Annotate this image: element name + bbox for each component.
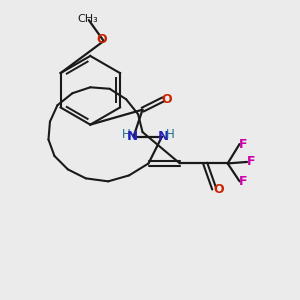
Text: H: H: [166, 128, 175, 141]
Text: N: N: [157, 130, 168, 143]
Text: O: O: [96, 33, 106, 46]
Text: F: F: [239, 137, 248, 151]
Text: O: O: [213, 183, 224, 196]
Text: F: F: [239, 175, 248, 188]
Text: CH₃: CH₃: [77, 14, 98, 24]
Text: H: H: [122, 128, 130, 141]
Text: N: N: [127, 130, 138, 143]
Text: F: F: [247, 155, 255, 168]
Text: O: O: [162, 93, 172, 106]
